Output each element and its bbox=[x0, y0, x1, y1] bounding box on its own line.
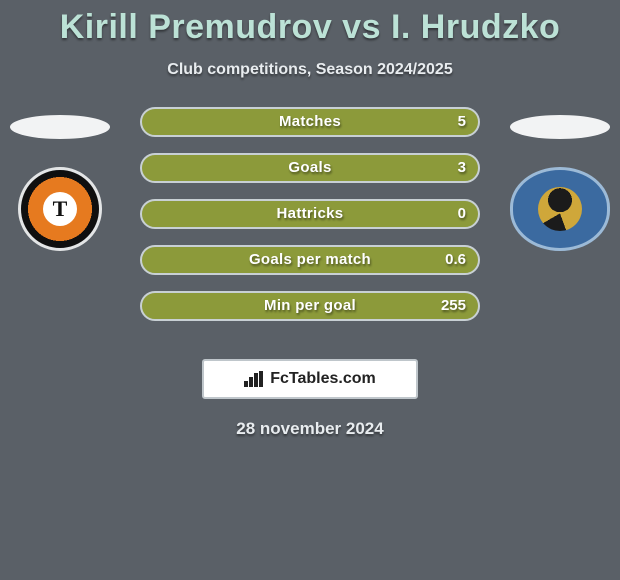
stat-value-right: 0 bbox=[458, 201, 466, 227]
stat-label: Hattricks bbox=[142, 201, 478, 227]
stat-row-hattricks: Hattricks 0 bbox=[140, 199, 480, 229]
stat-label: Goals bbox=[142, 155, 478, 181]
brand-chart-icon bbox=[244, 371, 264, 387]
comparison-arena: Т Matches 5 Goals 3 Hattricks 0 Goals pe… bbox=[0, 107, 620, 347]
club-logo-right-emblem bbox=[538, 187, 582, 231]
subtitle: Club competitions, Season 2024/2025 bbox=[0, 61, 620, 79]
stat-row-goals: Goals 3 bbox=[140, 153, 480, 183]
club-logo-right bbox=[510, 167, 610, 251]
player-left-avatar bbox=[10, 115, 110, 139]
club-logo-left-letter: Т bbox=[43, 192, 77, 226]
player-right-avatar bbox=[510, 115, 610, 139]
stat-row-goals-per-match: Goals per match 0.6 bbox=[140, 245, 480, 275]
brand-text: FcTables.com bbox=[270, 370, 376, 388]
stat-row-min-per-goal: Min per goal 255 bbox=[140, 291, 480, 321]
date-line: 28 november 2024 bbox=[0, 419, 620, 439]
stat-label: Matches bbox=[142, 109, 478, 135]
brand-watermark[interactable]: FcTables.com bbox=[202, 359, 418, 399]
stat-row-matches: Matches 5 bbox=[140, 107, 480, 137]
stat-value-right: 255 bbox=[441, 293, 466, 319]
club-logo-left: Т bbox=[18, 167, 102, 251]
stat-value-right: 5 bbox=[458, 109, 466, 135]
page-title: Kirill Premudrov vs I. Hrudzko bbox=[0, 0, 620, 47]
stat-value-right: 0.6 bbox=[445, 247, 466, 273]
stat-label: Min per goal bbox=[142, 293, 478, 319]
stat-value-right: 3 bbox=[458, 155, 466, 181]
stat-rows: Matches 5 Goals 3 Hattricks 0 Goals per … bbox=[140, 107, 480, 337]
stat-label: Goals per match bbox=[142, 247, 478, 273]
